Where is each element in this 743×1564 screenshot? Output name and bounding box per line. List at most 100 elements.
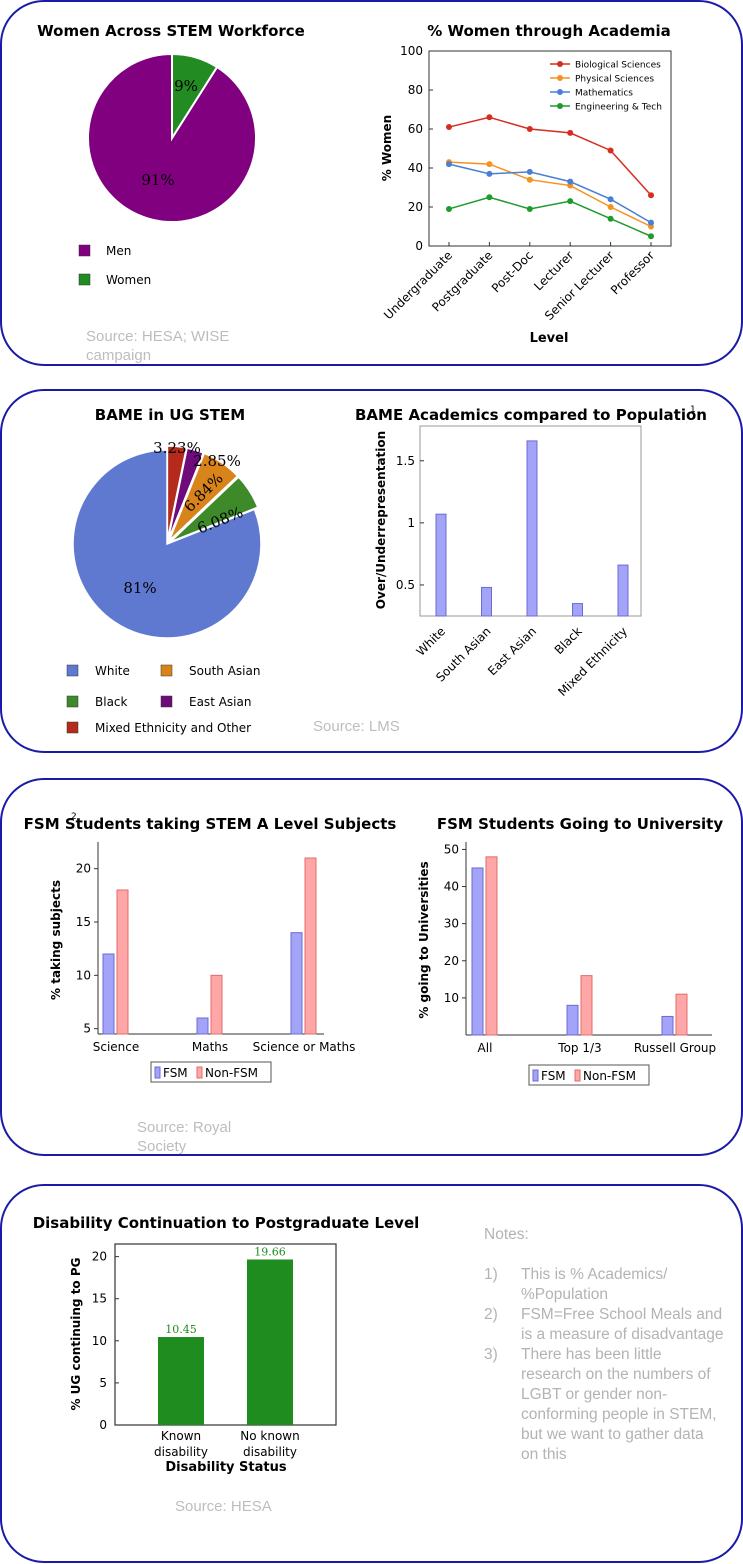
x-tick-label: Science (93, 1040, 140, 1054)
series-line (448, 196, 652, 237)
legend-label: Mathematics (575, 89, 633, 99)
legend-label: Black (95, 695, 128, 709)
data-point (607, 204, 614, 210)
notes-heading: Notes: (484, 1226, 529, 1243)
bar (247, 1259, 293, 1425)
legend-swatch (66, 695, 79, 708)
legend-marker (557, 75, 563, 81)
pie-slice-south-asian (168, 452, 239, 542)
y-tick-label: 0.5 (396, 578, 415, 592)
legend-label: White (95, 664, 130, 678)
legend-swatch (78, 273, 91, 286)
x-tick-label: Black (552, 624, 585, 657)
bar-non-fsm (485, 856, 498, 1036)
data-point (607, 147, 614, 154)
legend-label: Men (106, 244, 131, 258)
y-tick-label: 5 (83, 1022, 91, 1036)
y-tick-label: 20 (76, 862, 91, 876)
bar (158, 1337, 204, 1425)
data-point (486, 170, 493, 177)
pie-value-label: 3.23% (153, 439, 201, 457)
bar (526, 440, 538, 617)
fsm-source: Source: Royal Society (137, 1119, 232, 1155)
x-tick-label: White (414, 624, 449, 659)
legend-swatch (574, 1069, 581, 1082)
legend-swatch (78, 244, 91, 257)
pie-slice-women (171, 52, 219, 142)
pie-slice-men (87, 52, 257, 223)
legend-swatch (66, 721, 79, 734)
legend-label: Women (106, 273, 151, 287)
legend-swatch (160, 695, 173, 708)
y-tick-label: 15 (76, 915, 91, 929)
data-point (567, 198, 574, 205)
legend-swatch (160, 664, 173, 677)
note-text: This is % Academics/ %Population (521, 1266, 668, 1303)
y-tick-label: 60 (408, 122, 423, 136)
x-tick-label: Top 1/3 (557, 1041, 601, 1055)
y-tick-label: 0 (415, 239, 423, 253)
data-point (526, 176, 533, 183)
y-axis-label: % going to Universities (417, 861, 431, 1018)
note-item: 2) FSM=Free School Meals and is a measure… (484, 1305, 724, 1345)
bar (481, 586, 492, 617)
y-tick-label: 1 (407, 516, 415, 530)
y-tick-label: 40 (444, 880, 459, 894)
y-tick-label: 50 (444, 842, 459, 856)
chart-title: FSM Students taking STEM A Level Subject… (24, 815, 397, 833)
bar-fsm (471, 867, 484, 1036)
pie-slice-white (72, 449, 262, 639)
y-tick-label: 20 (444, 954, 459, 968)
x-tick-label: East Asian (485, 624, 539, 678)
plot-frame (114, 1243, 337, 1426)
bar-non-fsm (116, 889, 129, 1035)
y-tick-label: 20 (92, 1250, 107, 1264)
title-footnote-marker: 2 (71, 812, 77, 822)
y-tick-label: 80 (408, 83, 423, 97)
note-number: 1) (484, 1266, 498, 1283)
data-point (446, 161, 452, 168)
x-tick-label: Maths (192, 1040, 228, 1054)
data-point (567, 129, 574, 136)
note-item: 1) This is % Academics/ %Population (484, 1265, 724, 1305)
legend-label: East Asian (189, 695, 251, 709)
y-tick-label: 10 (444, 991, 459, 1005)
bame-source: Source: LMS (313, 718, 400, 735)
data-point (446, 205, 452, 212)
y-tick-label: 100 (400, 44, 423, 58)
legend-swatch (66, 664, 79, 677)
y-axis-label: % Women (380, 115, 394, 181)
bar-non-fsm (675, 993, 688, 1036)
y-tick-label: 5 (99, 1376, 107, 1390)
data-point (648, 219, 654, 226)
note-item: 3) There has been little research on the … (484, 1345, 724, 1465)
chart-title: Disability Continuation to Postgraduate … (33, 1214, 420, 1232)
legend-marker (557, 103, 563, 109)
plot-frame (428, 50, 672, 247)
y-tick-label: 10 (76, 968, 91, 982)
legend-label: Physical Sciences (575, 75, 654, 85)
note-text: FSM=Free School Meals and is a measure o… (521, 1306, 724, 1343)
bar-value-label: 19.66 (254, 1245, 286, 1258)
series-line (448, 163, 652, 224)
legend-label: Mixed Ethnicity and Other (95, 721, 251, 735)
series-line (448, 161, 652, 228)
bar-fsm (196, 1017, 209, 1035)
x-tick-label: disability (154, 1445, 208, 1459)
legend-box (150, 1061, 272, 1083)
data-point (607, 215, 614, 222)
disability-source: Source: HESA (175, 1498, 272, 1515)
x-tick-label: All (478, 1041, 493, 1055)
legend-label: FSM (163, 1066, 188, 1080)
legend-label: Biological Sciences (575, 61, 661, 71)
y-tick-label: 1.5 (396, 454, 415, 468)
legend-label: Engineering & Tech (575, 103, 662, 113)
legend-swatch (154, 1066, 161, 1079)
data-point (486, 161, 493, 168)
bar (617, 564, 629, 617)
data-point (648, 233, 654, 240)
chart-title: % Women through Academia (427, 22, 671, 40)
bar-non-fsm (580, 975, 593, 1036)
data-point (526, 205, 533, 212)
note-number: 3) (484, 1346, 498, 1363)
